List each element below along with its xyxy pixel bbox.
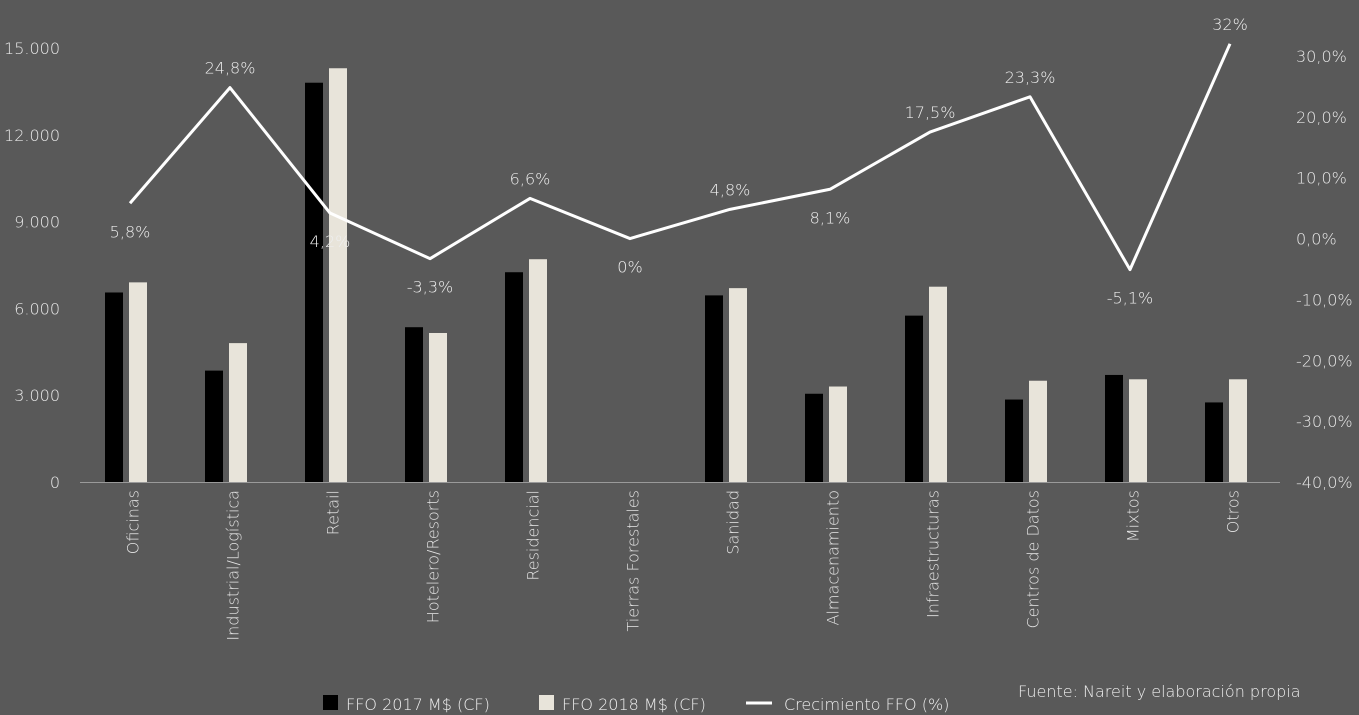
bar-ffo-2018 [829, 386, 847, 482]
bar-ffo-2018 [529, 259, 547, 482]
right-tick-label: -10,0% [1296, 290, 1353, 309]
left-tick-label: 6.000 [14, 299, 60, 318]
legend-swatch-2017 [323, 695, 338, 710]
category-label: Centros de Datos [1024, 490, 1043, 628]
legend-swatch-2018 [539, 695, 554, 710]
growth-value-label: 6,6% [510, 169, 551, 188]
growth-value-label: 32% [1212, 15, 1248, 34]
growth-value-label: 24,8% [205, 59, 256, 78]
bar-ffo-2017 [1105, 374, 1123, 482]
right-tick-label: 0,0% [1296, 230, 1337, 249]
right-tick-label: -40,0% [1296, 473, 1353, 492]
category-label: Otros [1224, 490, 1243, 533]
growth-value-label: 17,5% [905, 103, 956, 122]
bar-ffo-2018 [1029, 380, 1047, 482]
growth-value-label: -3,3% [407, 278, 453, 297]
growth-value-label: 0% [617, 258, 642, 277]
left-tick-label: 12.000 [4, 126, 60, 145]
bar-ffo-2017 [805, 393, 823, 482]
category-label: Mixtos [1124, 490, 1143, 542]
left-axis: 0 3.000 6.000 9.000 12.000 15.000 [4, 39, 60, 492]
right-tick-label: 10,0% [1296, 169, 1347, 188]
growth-labels: 5,8% 24,8% 4,2% -3,3% 6,6% 0% 4,8% 8,1% 17,5% 23,… [110, 15, 1248, 308]
left-tick-label: 3.000 [14, 386, 60, 405]
bar-ffo-2018 [129, 282, 147, 482]
category-label: Retail [324, 490, 343, 535]
category-labels: Oficinas Industrial/Logística Retail Hotele… [124, 490, 1243, 641]
category-label: Sanidad [724, 490, 743, 555]
bar-ffo-2018 [929, 286, 947, 482]
bar-ffo-2018 [329, 68, 347, 483]
growth-value-label: 23,3% [1005, 68, 1056, 87]
category-label: Residencial [524, 490, 543, 581]
bar-ffo-2017 [305, 82, 323, 482]
category-label: Industrial/Logística [224, 490, 243, 641]
growth-value-label: 4,8% [710, 180, 751, 199]
category-label: Almacenamiento [824, 490, 843, 625]
growth-value-label: -5,1% [1107, 289, 1153, 308]
bar-ffo-2017 [705, 295, 723, 482]
category-label: Hotelero/Resorts [424, 490, 443, 623]
right-axis: -40,0% -30,0% -20,0% -10,0% 0,0% 10,0% 20,0% 30… [1296, 47, 1353, 492]
category-label: Tierras Forestales [624, 490, 643, 631]
right-tick-label: 30,0% [1296, 47, 1347, 66]
bar-ffo-2017 [505, 272, 523, 482]
left-tick-label: 15.000 [4, 39, 60, 58]
bar-ffo-2018 [229, 343, 247, 482]
bar-ffo-2017 [905, 315, 923, 482]
category-label: Oficinas [124, 490, 143, 554]
legend: FFO 2017 M$ (CF) FFO 2018 M$ (CF) Crecim… [323, 695, 949, 714]
bar-ffo-2017 [1205, 402, 1223, 482]
bar-ffo-2018 [1229, 379, 1247, 482]
legend-label-2017: FFO 2017 M$ (CF) [346, 695, 490, 714]
category-label: Infraestructuras [924, 490, 943, 618]
left-tick-label: 9.000 [14, 213, 60, 232]
bar-ffo-2018 [429, 332, 447, 482]
left-tick-label: 0 [50, 473, 60, 492]
bar-ffo-2017 [105, 292, 123, 482]
right-tick-label: -30,0% [1296, 412, 1353, 431]
bar-ffo-2018 [729, 288, 747, 482]
bar-ffo-2018 [1129, 379, 1147, 482]
source-note: Fuente: Nareit y elaboración propia [1018, 682, 1301, 701]
growth-value-label: 4,2% [310, 232, 351, 251]
bar-ffo-2017 [1005, 399, 1023, 482]
growth-value-label: 5,8% [110, 222, 151, 241]
bar-ffo-2017 [205, 370, 223, 482]
bars [105, 68, 1247, 483]
growth-value-label: 8,1% [810, 208, 851, 227]
legend-label-2018: FFO 2018 M$ (CF) [562, 695, 706, 714]
bar-ffo-2017 [405, 327, 423, 482]
growth-line [128, 43, 1232, 272]
right-tick-label: 20,0% [1296, 108, 1347, 127]
right-tick-label: -20,0% [1296, 351, 1353, 370]
legend-label-growth: Crecimiento FFO (%) [784, 695, 949, 714]
